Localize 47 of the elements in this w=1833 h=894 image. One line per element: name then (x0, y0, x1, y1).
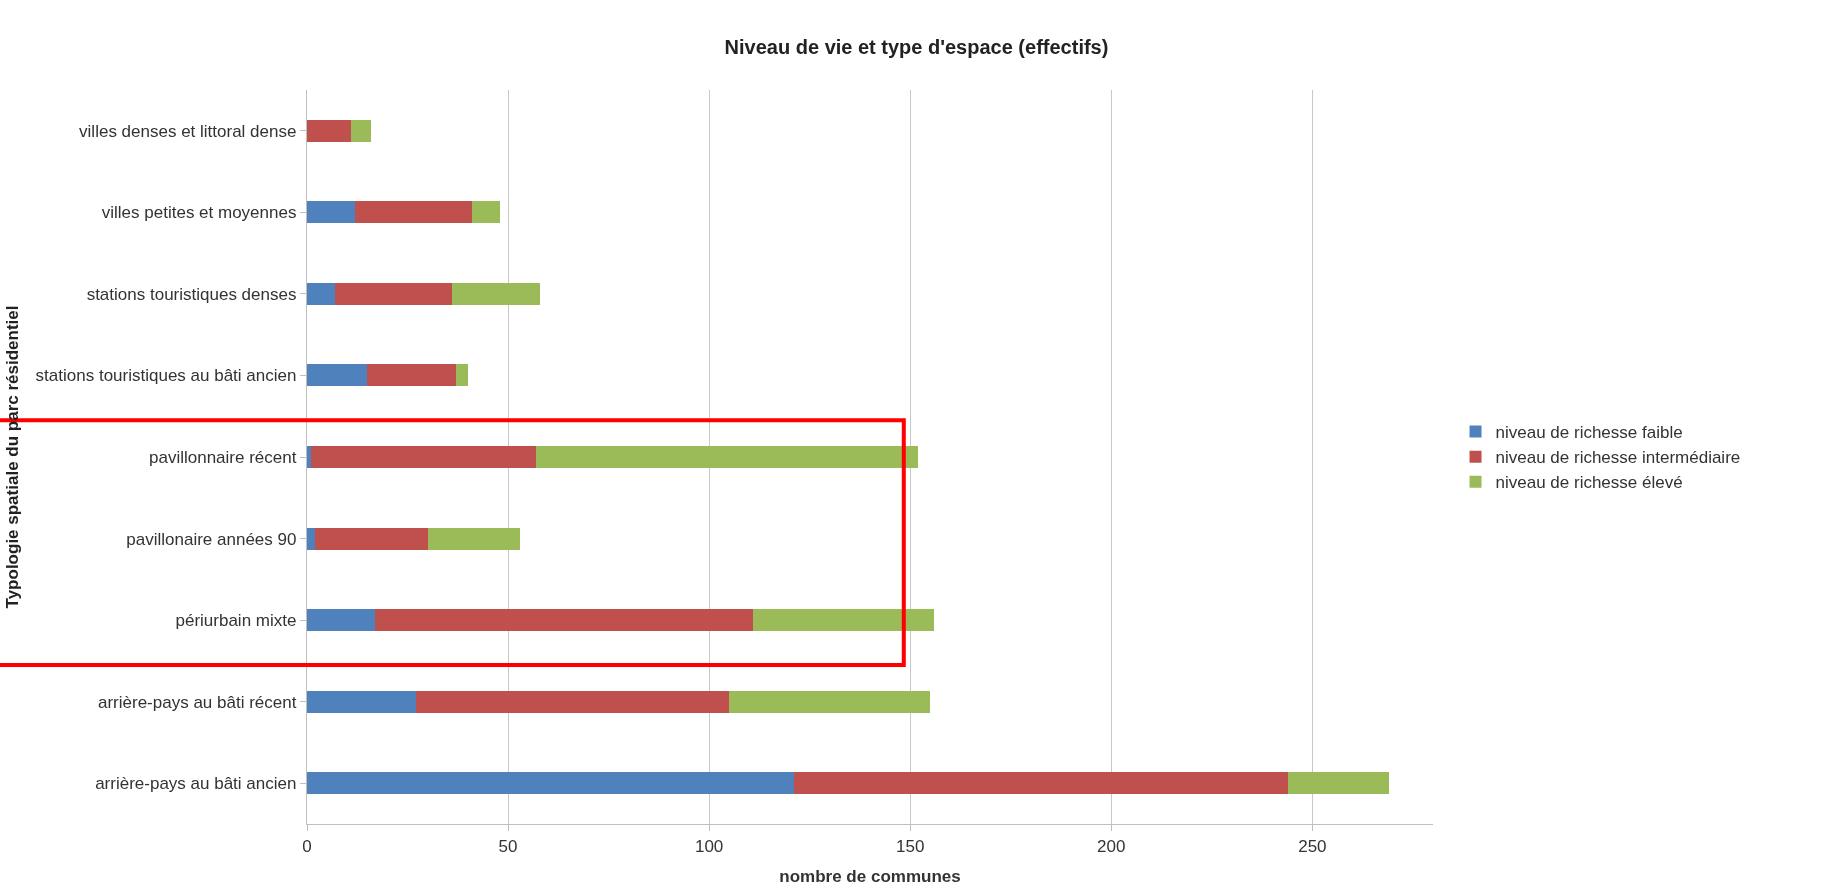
x-tick-label: 50 (498, 836, 518, 856)
x-tick-label: 200 (1097, 836, 1126, 856)
y-tick-label: arrière-pays au bâti ancien (95, 774, 297, 794)
y-tick-label: pavillonnaire récent (149, 447, 297, 467)
bar (307, 527, 316, 550)
chart-title: Niveau de vie et type d'espace (effectifs) (724, 36, 1109, 59)
bar (729, 690, 931, 713)
bar (753, 609, 935, 632)
x-tick-label: 0 (302, 836, 312, 856)
y-tick-label: stations touristiques au bâti ancien (35, 366, 297, 386)
bar (375, 609, 754, 632)
bar (307, 119, 352, 142)
y-tick-label: périurbain mixte (175, 611, 297, 631)
bar (335, 282, 452, 305)
bar (455, 364, 468, 387)
bar (307, 364, 368, 387)
x-tick-label: 100 (694, 836, 724, 856)
x-axis-title: nombre de communes (779, 866, 961, 886)
bar (311, 445, 537, 469)
bar (536, 445, 919, 469)
y-tick-label: stations touristiques denses (86, 284, 297, 304)
y-tick-label: villes denses et littoral dense (79, 121, 297, 141)
bar (367, 364, 456, 387)
bar (355, 201, 472, 224)
legend-label: niveau de richesse élevé (1495, 473, 1683, 493)
bar (351, 119, 372, 142)
bar (307, 445, 312, 469)
bar (1288, 772, 1389, 795)
bar (415, 690, 730, 713)
bar (793, 772, 1289, 795)
bar (451, 282, 541, 305)
y-tick-label: arrière-pays au bâti récent (98, 692, 297, 712)
x-tick-label: 250 (1298, 836, 1327, 856)
bar (307, 690, 416, 713)
y-tick-label: pavillonaire années 90 (126, 529, 297, 549)
bar (427, 527, 521, 550)
y-tick-label: villes petites et moyennes (101, 203, 297, 223)
y-axis-title: Typologie spatiale du parc résidentiel (3, 305, 23, 609)
x-tick-label: 150 (896, 836, 925, 856)
bar (307, 772, 794, 795)
bar (315, 527, 428, 550)
legend-label: niveau de richesse faible (1495, 423, 1683, 443)
bar (307, 609, 376, 632)
bar (471, 201, 501, 224)
legend-label: niveau de richesse intermédiaire (1495, 448, 1741, 468)
bar (307, 282, 336, 305)
bar (307, 201, 356, 224)
